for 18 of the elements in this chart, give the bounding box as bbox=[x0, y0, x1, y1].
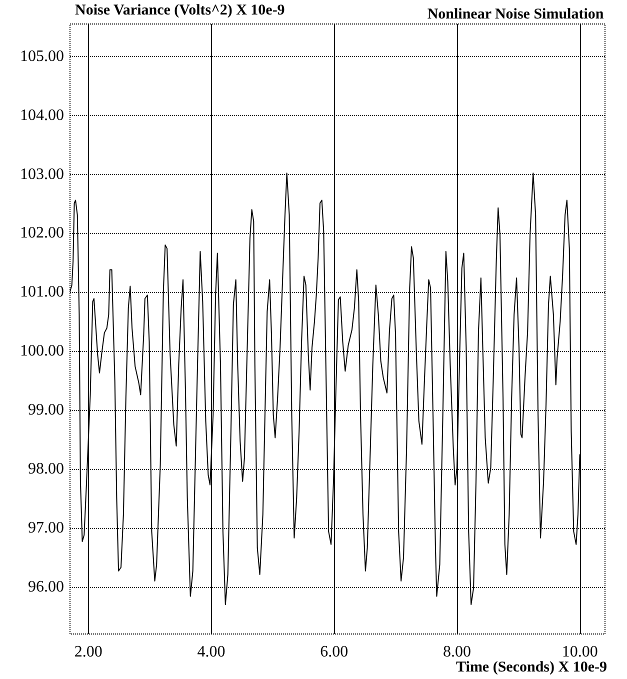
chart-title: Nonlinear Noise Simulation bbox=[427, 6, 604, 22]
y-tick-label: 101.00 bbox=[20, 284, 64, 301]
x-tick-label: 4.00 bbox=[197, 644, 226, 660]
x-tick-label: 2.00 bbox=[74, 644, 102, 660]
y-tick-label: 103.00 bbox=[20, 166, 64, 183]
y-axis-title: Noise Variance (Volts^2) X 10e-9 bbox=[75, 2, 285, 18]
x-tick-label: 8.00 bbox=[442, 644, 471, 660]
y-tick-label: 99.00 bbox=[28, 402, 64, 419]
y-tick-label: 102.00 bbox=[20, 224, 64, 242]
y-tick-label: 98.00 bbox=[28, 460, 64, 478]
y-tick-label: 96.00 bbox=[28, 578, 64, 596]
y-tick-label: 105.00 bbox=[20, 48, 64, 65]
x-tick-label: 10.00 bbox=[562, 644, 598, 660]
y-tick-label: 97.00 bbox=[28, 519, 64, 536]
y-tick-label: 104.00 bbox=[20, 106, 64, 124]
y-tick-label: 100.00 bbox=[20, 342, 64, 360]
x-tick-label: 6.00 bbox=[320, 644, 348, 660]
x-axis-title: Time (Seconds) X 10e-9 bbox=[456, 660, 608, 676]
